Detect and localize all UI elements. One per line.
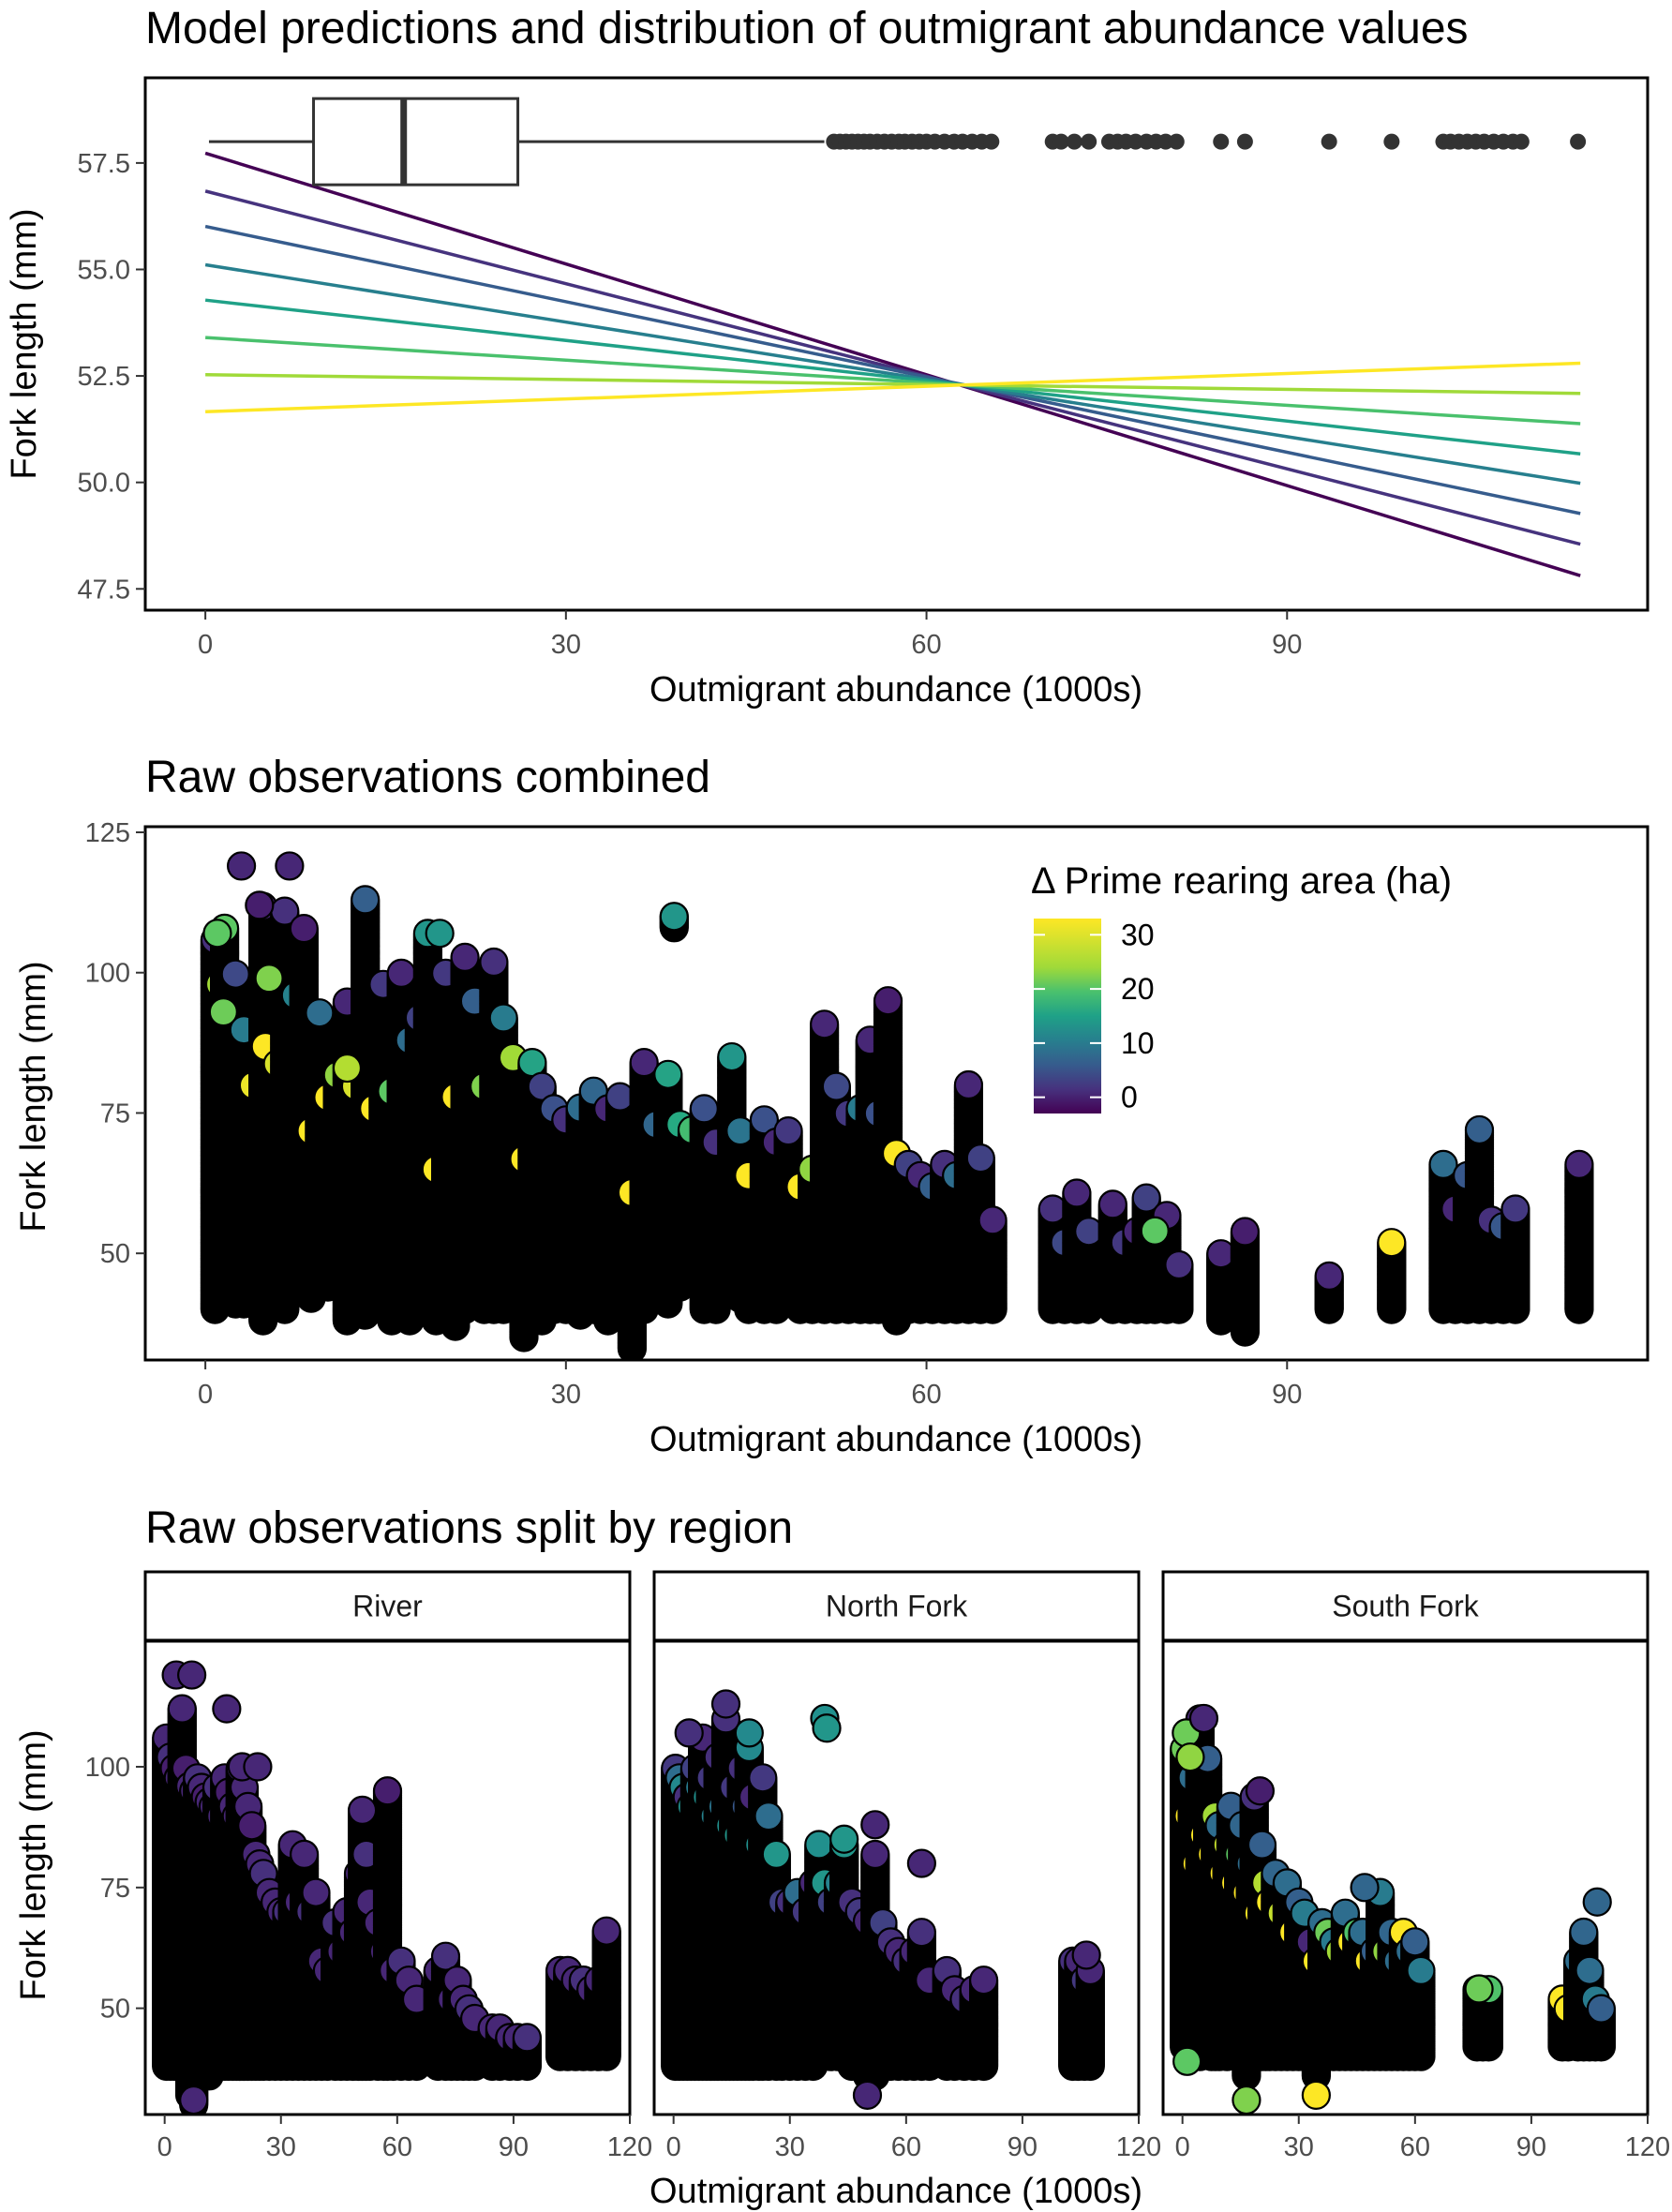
x-tick-label: 0 <box>198 630 213 660</box>
chart-title: Raw observations combined <box>145 753 710 802</box>
boxplot-outlier <box>1052 133 1069 150</box>
y-tick-label: 52.5 <box>78 362 130 392</box>
prediction-line <box>205 361 1581 413</box>
panel-predictions: Model predictions and distribution of ou… <box>5 4 1650 710</box>
boxplot-outlier <box>1383 133 1400 150</box>
x-axis-ticks: 0 30 60 90 <box>198 610 1302 660</box>
y-tick-label: 50.0 <box>78 469 130 499</box>
y-axis-title: Fork length (mm) <box>5 208 44 479</box>
boxplot-outlier <box>1570 133 1587 150</box>
y-tick-label: 55.0 <box>78 255 130 285</box>
prediction-line <box>205 336 1581 426</box>
prediction-line <box>204 224 1581 516</box>
boxplot-outlier <box>1066 133 1082 150</box>
prediction-line <box>204 189 1581 546</box>
boxplot-outlier <box>1081 133 1097 150</box>
x-tick-label: 90 <box>1272 630 1302 660</box>
chart-title: Model predictions and distribution of ou… <box>145 4 1469 53</box>
observation-points <box>200 851 1594 1360</box>
x-tick-label: 60 <box>911 630 941 660</box>
y-tick-label: 47.5 <box>78 575 130 605</box>
boxplot-outlier <box>1513 133 1530 150</box>
data-point <box>289 913 319 944</box>
prediction-line <box>204 298 1581 456</box>
prediction-lines <box>204 151 1581 577</box>
abundance-boxplot <box>208 97 1587 187</box>
prediction-line <box>205 372 1581 396</box>
prediction-line <box>204 151 1581 577</box>
boxplot-outlier <box>983 133 1000 150</box>
data-point <box>386 958 416 989</box>
boxplot-outlier <box>1321 133 1337 150</box>
boxplot-outlier <box>1168 133 1185 150</box>
panel-combined: Raw observations combined Δ Prime rearin… <box>14 753 1650 1459</box>
y-axis-ticks: 47.5 50.0 52.5 55.0 57.5 <box>78 149 145 605</box>
boxplot-outlier <box>1213 133 1230 150</box>
data-point <box>305 998 335 1028</box>
data-point <box>220 959 250 989</box>
prediction-line <box>204 262 1581 486</box>
y-tick-label: 57.5 <box>78 149 130 179</box>
panel-border <box>143 76 1650 612</box>
x-axis-title: Outmigrant abundance (1000s) <box>649 670 1142 710</box>
boxplot-outlier <box>1236 133 1253 150</box>
x-tick-label: 30 <box>551 630 581 660</box>
boxplot-box <box>312 97 520 187</box>
